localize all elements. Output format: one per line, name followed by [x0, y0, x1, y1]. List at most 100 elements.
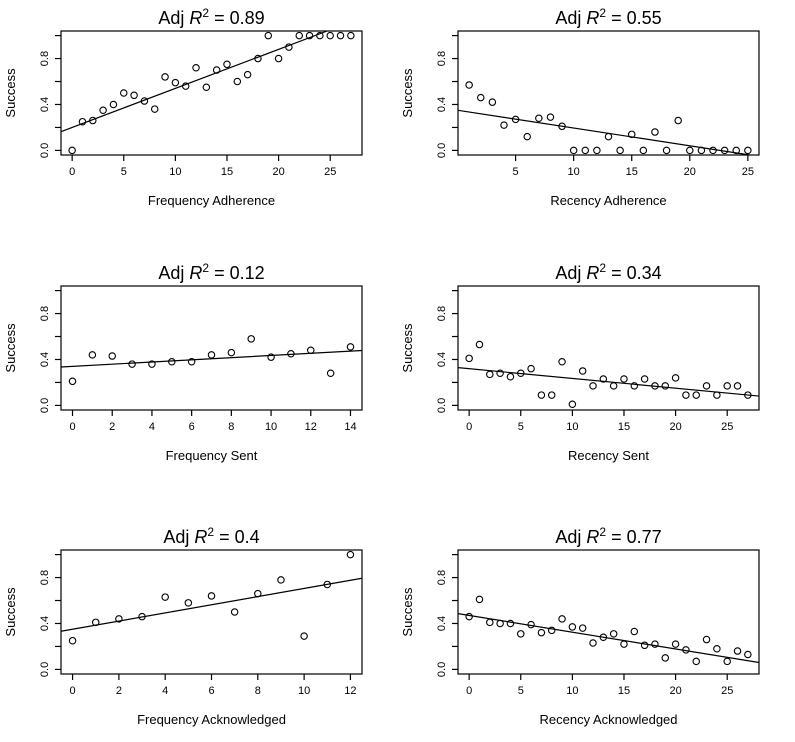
x-tick-label: 6 [208, 685, 214, 697]
data-point [558, 615, 566, 623]
x-tick-label: 20 [272, 166, 284, 178]
data-point [486, 370, 494, 379]
data-point [640, 641, 649, 650]
plot-frame [457, 285, 760, 411]
data-point [686, 146, 694, 155]
data-point [207, 592, 216, 600]
x-tick-label: 8 [228, 421, 234, 433]
data-point [578, 624, 587, 632]
data-point [267, 353, 275, 361]
y-tick-label: 0.0 [39, 398, 51, 413]
data-point [346, 550, 355, 559]
data-point [223, 60, 231, 69]
y-tick-label: 0.4 [436, 97, 448, 112]
data-point [523, 132, 531, 141]
x-tick-label: 10 [298, 685, 310, 697]
data-point [639, 146, 648, 155]
data-point [651, 128, 659, 136]
data-point [692, 391, 700, 399]
y-tick-label: 0.4 [39, 352, 51, 367]
data-point [488, 98, 497, 106]
y-tick-label: 0.8 [39, 51, 51, 66]
fit-line [60, 349, 363, 368]
data-point [475, 595, 484, 604]
data-point [609, 382, 618, 390]
chart-title: Adj R2 = 0.89 [158, 6, 264, 28]
data-point [285, 43, 293, 51]
data-point [465, 354, 473, 363]
data-point [535, 114, 543, 123]
x-tick-label: 6 [189, 421, 195, 433]
data-point [336, 31, 345, 40]
data-point [109, 100, 118, 109]
x-tick-label: 12 [344, 685, 356, 697]
y-tick-label: 0.4 [39, 616, 51, 631]
data-point [661, 382, 670, 390]
x-tick-label: 20 [669, 421, 681, 433]
data-point [517, 369, 525, 378]
chart-title: Adj R2 = 0.77 [555, 525, 661, 547]
x-tick-label: 4 [149, 421, 155, 433]
x-tick-label: 0 [69, 166, 75, 178]
y-tick-label: 0.0 [436, 143, 448, 158]
data-point [184, 599, 193, 607]
data-point [465, 81, 473, 89]
x-tick-label: 14 [344, 421, 356, 433]
data-point [744, 650, 752, 659]
x-tick-label: 10 [169, 166, 181, 178]
data-point [682, 391, 690, 399]
data-point [465, 612, 473, 621]
x-axis-label: Frequency Sent [166, 448, 258, 463]
data-point [171, 78, 180, 87]
y-tick-label: 0.8 [436, 570, 448, 585]
data-point [620, 375, 628, 383]
y-tick-label: 0.8 [436, 51, 448, 66]
y-tick-label: 0.0 [436, 662, 448, 677]
plot-frame [457, 30, 760, 156]
x-tick-label: 15 [618, 685, 630, 697]
data-point [682, 646, 690, 654]
y-tick-label: 0.8 [39, 306, 51, 321]
x-tick-label: 15 [221, 166, 233, 178]
data-point [347, 31, 355, 40]
chart-frequency-adherence: Adj R2 = 0.89 0.0 0.4 0.8 0 5 10 15 20 25 Frequenc… [3, 6, 363, 208]
data-point [233, 77, 242, 86]
data-point [115, 615, 123, 623]
chart-frequency-acknowledged: Adj R2 = 0.4 0.0 0.4 0.8 0 2 4 6 8 10 12 Frequency … [3, 525, 363, 727]
data-point [202, 83, 211, 92]
data-point [527, 364, 535, 373]
chart-recency-acknowledged: Adj R2 = 0.77 0.0 0.4 0.8 0 5 10 15 20 25 Recency … [400, 525, 760, 727]
data-point [589, 639, 597, 647]
data-point [187, 358, 196, 366]
data-point [630, 627, 639, 636]
x-tick-label: 5 [518, 421, 524, 433]
data-point [243, 70, 252, 79]
data-point [99, 106, 107, 114]
x-tick-label: 2 [116, 685, 122, 697]
data-point [697, 146, 706, 155]
data-point [558, 358, 566, 366]
data-point [527, 620, 535, 629]
data-point [346, 343, 355, 351]
data-point [517, 630, 525, 638]
data-point [212, 66, 221, 74]
chart-frequency-sent: Adj R2 = 0.12 0.0 0.4 0.8 0 2 4 6 8 10 12 14 Frequen… [3, 261, 363, 463]
data-point [599, 375, 608, 383]
data-point [138, 612, 146, 621]
data-point [128, 360, 136, 368]
data-point [78, 117, 87, 126]
y-axis-label: Success [3, 323, 18, 373]
data-point [692, 657, 700, 666]
x-axis-label: Recency Acknowledged [539, 712, 677, 727]
data-point [599, 633, 608, 642]
data-point [511, 115, 520, 124]
x-tick-label: 8 [255, 685, 261, 697]
x-tick-label: 25 [324, 166, 336, 178]
data-point [140, 97, 149, 105]
data-point [307, 346, 315, 355]
data-point [713, 391, 721, 399]
x-tick-label: 15 [626, 166, 638, 178]
x-tick-label: 20 [669, 685, 681, 697]
